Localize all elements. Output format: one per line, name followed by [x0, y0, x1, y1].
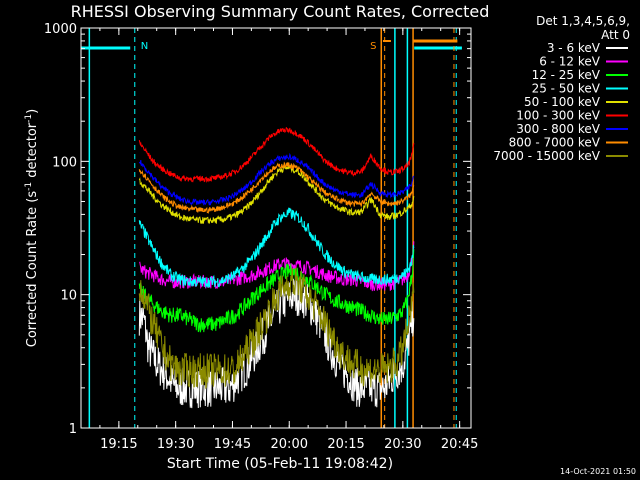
series-line-6	[138, 152, 415, 206]
legend-label: 300 - 800 keV	[516, 122, 600, 136]
series-line-4	[138, 163, 415, 224]
y-tick-label: 1000	[44, 22, 77, 37]
x-tick-label: 19:30	[157, 437, 194, 452]
x-tick-label: 20:30	[384, 437, 421, 452]
chart-title: RHESSI Observing Summary Count Rates, Co…	[71, 2, 490, 21]
series-line-8	[138, 267, 415, 390]
x-axis-label: Start Time (05-Feb-11 19:08:42)	[167, 456, 393, 472]
legend-label: 800 - 7000 keV	[509, 136, 601, 150]
plot-frame	[80, 27, 472, 429]
series-line-7	[138, 161, 415, 214]
y-axis-label-sup2: -1	[24, 114, 34, 123]
x-tick-label: 20:15	[327, 437, 364, 452]
y-axis-label-end: )	[25, 109, 40, 114]
legend-label: 50 - 100 keV	[524, 95, 601, 109]
series-layer	[138, 127, 415, 409]
legend-label: 25 - 50 keV	[532, 82, 601, 96]
series-line-5	[138, 127, 415, 183]
y-axis-label-main: Corrected Count Rate (s	[25, 191, 40, 348]
series-line-3	[138, 207, 415, 288]
y-tick-label: 1	[69, 422, 77, 437]
timestamp: 14-Oct-2021 01:50	[560, 467, 636, 476]
y-tick-label: 10	[60, 289, 77, 304]
legend-label: 7000 - 15000 keV	[493, 149, 600, 163]
x-tick-label: 20:00	[271, 437, 308, 452]
event-annotation-s: S	[370, 41, 376, 52]
event-annotation-n: N	[141, 41, 148, 52]
legend-header-line-1: Det 1,3,4,5,6,9,	[536, 14, 630, 28]
x-tick-label: 19:15	[100, 437, 137, 452]
legend-label: 12 - 25 keV	[532, 68, 601, 82]
x-tick-label: 19:45	[214, 437, 251, 452]
legend-header-line-2: Att 0	[601, 28, 630, 42]
legend-label: 100 - 300 keV	[516, 109, 600, 123]
ticks-layer: 19:15 19:30 19:45 20:00 20:15 20:30 20:45 1 10 10…	[44, 22, 478, 452]
x-tick-label: 20:45	[441, 437, 478, 452]
legend-label: 6 - 12 keV	[539, 55, 601, 69]
y-axis-label-mid: detector	[25, 122, 40, 182]
y-axis-label-sup1: -1	[24, 182, 34, 191]
y-axis-label: Corrected Count Rate (s-1 detector-1)	[24, 109, 40, 347]
series-line-2	[138, 249, 415, 333]
legend-label: 3 - 6 keV	[547, 41, 601, 55]
y-tick-label: 100	[52, 155, 77, 170]
